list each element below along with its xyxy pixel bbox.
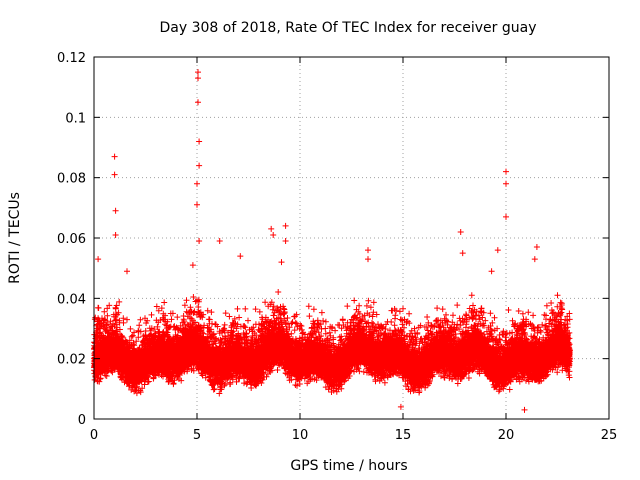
y-tick-label: 0.1	[65, 111, 86, 126]
y-tick-label: 0.06	[57, 232, 86, 247]
data-point-markers	[91, 69, 573, 413]
y-tick-label: 0.02	[57, 353, 86, 368]
chart-title: Day 308 of 2018, Rate Of TEC Index for r…	[160, 20, 537, 36]
data-points	[91, 69, 573, 413]
grid-lines	[94, 57, 609, 419]
y-tick-label: 0	[78, 413, 86, 428]
y-tick-label: 0.04	[57, 292, 86, 307]
x-tick-label: 5	[193, 428, 201, 443]
x-tick-label: 10	[292, 428, 309, 443]
y-tick-label: 0.12	[57, 51, 86, 66]
axis-ticks: 0 5 10 15 20 25 0 0.02 0.04 0.06 0.08 0.1 0.12	[57, 51, 617, 443]
x-axis-label: GPS time / hours	[290, 458, 407, 474]
x-tick-label: 25	[601, 428, 618, 443]
x-tick-label: 20	[498, 428, 515, 443]
y-tick-label: 0.08	[57, 172, 86, 187]
y-axis-label: ROTI / TECUs	[7, 192, 23, 284]
x-tick-label: 15	[395, 428, 412, 443]
x-tick-label: 0	[90, 428, 98, 443]
